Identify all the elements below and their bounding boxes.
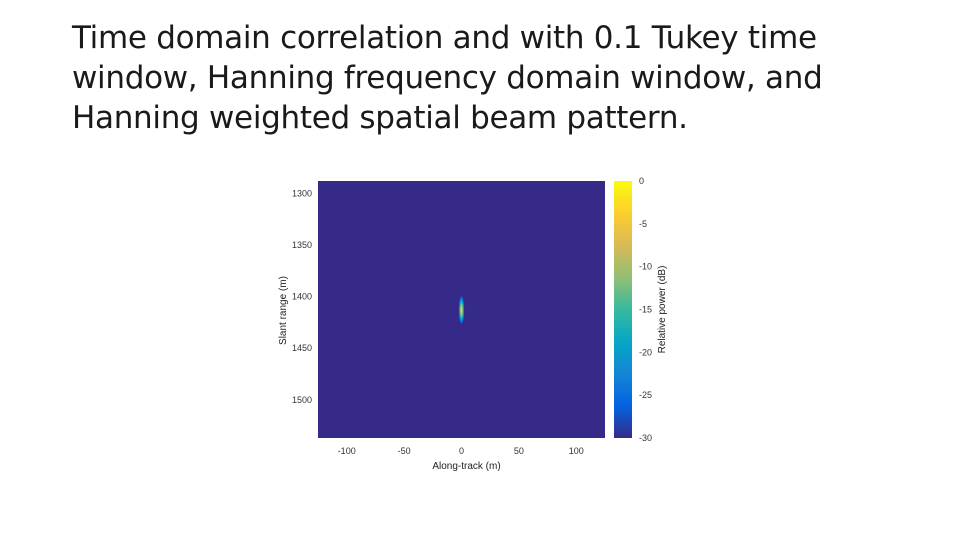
x-tick-label: 0 xyxy=(459,446,464,456)
colorbar-label: Relative power (dB) xyxy=(657,266,668,354)
y-tick-label: 1500 xyxy=(292,395,312,405)
x-tick-label: -50 xyxy=(398,446,411,456)
slide-title-line: window, Hanning frequency domain window,… xyxy=(72,60,823,96)
y-tick-label: 1450 xyxy=(292,343,312,353)
colorbar-ticks: 0 -5 -10 -15 -20 -25 -30 xyxy=(639,176,652,443)
colorbar-tick-label: -20 xyxy=(639,347,652,357)
colorbar xyxy=(614,181,632,438)
y-tick-label: 1350 xyxy=(292,240,312,250)
y-axis-ticks: 1300 1350 1400 1450 1500 xyxy=(292,188,312,404)
y-tick-label: 1400 xyxy=(292,292,312,302)
y-tick-label: 1300 xyxy=(292,188,312,198)
slide-title: Time domain correlation and with 0.1 Tuk… xyxy=(72,18,932,138)
x-tick-label: 50 xyxy=(514,446,524,456)
y-axis-label: Slant range (m) xyxy=(278,276,289,345)
colorbar-tick-label: -25 xyxy=(639,390,652,400)
colorbar-tick-label: -15 xyxy=(639,305,652,315)
peak-response xyxy=(458,295,465,325)
colorbar-tick-label: -5 xyxy=(639,219,647,229)
colorbar-tick-label: -30 xyxy=(639,433,652,443)
x-tick-label: 100 xyxy=(569,446,584,456)
colorbar-tick-label: 0 xyxy=(639,176,644,186)
slide-title-line: Hanning weighted spatial beam pattern. xyxy=(72,100,688,136)
x-axis-ticks: -100 -50 0 50 100 xyxy=(338,446,584,456)
x-tick-label: -100 xyxy=(338,446,356,456)
x-axis-label: Along-track (m) xyxy=(432,461,500,472)
colorbar-tick-label: -10 xyxy=(639,262,652,272)
slide-title-line: Time domain correlation and with 0.1 Tuk… xyxy=(72,20,817,56)
